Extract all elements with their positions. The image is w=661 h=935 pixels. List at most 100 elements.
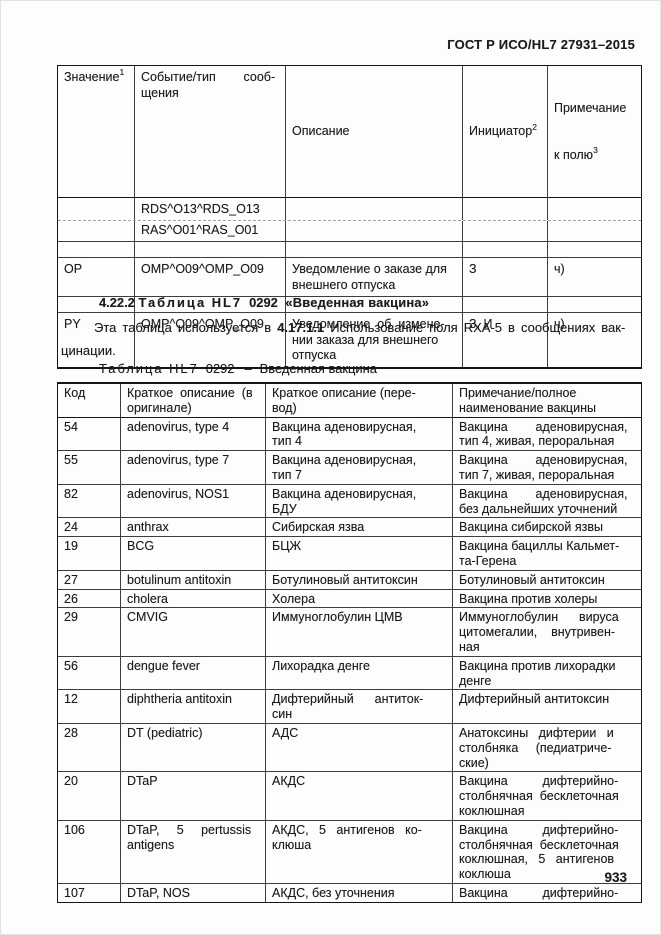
cell-code: 19: [58, 537, 121, 570]
cell-event: [135, 297, 286, 312]
cell-code: 54: [58, 417, 121, 451]
cell-short-original: anthrax: [121, 518, 266, 537]
cell-initiator: З, И: [463, 313, 548, 367]
cell-description: [286, 220, 463, 241]
cell-note: [548, 242, 640, 257]
table-row: 82 adenovirus, NOS1 Вакцина аденовирусна…: [58, 484, 641, 519]
cell-code: 24: [58, 518, 121, 537]
cell-short-translated: Сибирская язва: [266, 518, 453, 537]
header-cell-short-translated: Краткое описание (пере- вод): [266, 384, 453, 417]
cell-code: 27: [58, 570, 121, 589]
cell-initiator: [463, 220, 548, 241]
cell-short-original: cholera: [121, 589, 266, 608]
cell-event: [135, 242, 286, 257]
table-row: [58, 242, 641, 258]
cell-short-translated: Иммуноглобулин ЦМВ: [266, 608, 453, 656]
cell-full-name: Вакцина дифтерийно- столбнячная бесклето…: [459, 822, 619, 882]
cell-short-translated: БЦЖ: [266, 537, 453, 570]
table-row: 26 cholera Холера Вакцина против холеры: [58, 589, 641, 609]
events-table: Значение1 Событие/тип сооб- щения Описан…: [57, 65, 642, 369]
cell-full-name: Иммуноглобулин вируса цитомегалии, внутр…: [459, 610, 619, 654]
cell-code: 20: [58, 772, 121, 820]
cell-event: OMP^O09^OMP_O09: [135, 258, 286, 296]
cell-value: [58, 220, 135, 241]
cell-short-translated: АКДС, 5 антигенов ко- клюша: [266, 820, 453, 883]
cell-short-translated: Ботулиновый антитоксин: [266, 570, 453, 589]
cell-description: Уведомление о заказе для внешнего отпуск…: [286, 258, 463, 296]
caption-code: 0292: [205, 361, 235, 376]
cell-value: [58, 242, 135, 257]
caption-title: Введенная вакцина: [259, 361, 377, 376]
table-row: 55 adenovirus, type 7 Вакцина аденовирус…: [58, 451, 641, 485]
body-paragraph: Эта таблица используется в 4.17.1.1 Испо…: [61, 320, 626, 358]
cell-short-original: adenovirus, NOS1: [121, 484, 266, 518]
cell-full-name: Ботулиновый антитоксин: [459, 572, 605, 587]
header-cell-full-name: Примечание/полное наименование вакцины: [459, 386, 596, 415]
page-number: 933: [604, 870, 627, 885]
cell-full-name: Анатоксины дифтерии и столбняка (педиатр…: [459, 725, 614, 770]
footnote-mark: 3: [593, 144, 598, 155]
cell-full-name: Вакцина аденовирусная, тип 4, живая, пер…: [459, 419, 628, 449]
table-row: 12 diphtheria antitoxin Дифтерийный анти…: [58, 690, 641, 724]
footnote-mark: 1: [119, 67, 125, 78]
cell-note: [548, 198, 640, 220]
cell-event: RAS^O01^RAS_O01: [135, 220, 286, 241]
table-row: 28 DT (pediatric) АДС Анатоксины дифтери…: [58, 723, 641, 773]
cell-code: 28: [58, 723, 121, 772]
table-row: 107 DTaP, NOS АКДС, без уточнения Вакцин…: [58, 883, 641, 902]
cell-short-original: botulinum antitoxin: [121, 570, 266, 589]
table-row: 106 DTaP, 5 pertussis antigens АКДС, 5 а…: [58, 820, 641, 884]
table-row: OP OMP^O09^OMP_O09 Уведомление о заказе …: [58, 258, 641, 297]
table-row: 56 dengue fever Лихорадка денге Вакцина …: [58, 656, 641, 691]
header-cell-initiator: Инициатор2: [463, 66, 548, 197]
cell-full-name: Вакцина против холеры: [459, 591, 598, 606]
cell-value: [58, 198, 135, 220]
cell-description: Уведомление об измене- нии заказа для вн…: [286, 313, 463, 367]
caption-dash: –: [244, 361, 252, 376]
table-row: 19 BCG БЦЖ Вакцина бациллы Кальмет- та-Г…: [58, 537, 641, 571]
cell-short-original: adenovirus, type 7: [121, 451, 266, 484]
cell-initiator: [463, 297, 548, 312]
table-row: PY OMP^O09^OMP_O09 Уведомление об измене…: [58, 313, 641, 367]
cell-initiator: [463, 242, 548, 257]
header-cell-code: Код: [58, 384, 121, 417]
cell-short-original: DTaP, NOS: [121, 883, 266, 902]
cell-short-translated: Дифтерийный антиток- син: [266, 690, 453, 723]
table-caption: Таблица HL7 0292– Введенная вакцина: [99, 361, 377, 376]
running-head: ГОСТ Р ИСО/HL7 27931–2015: [447, 37, 635, 52]
cell-value: OP: [58, 258, 135, 296]
cell-description: [286, 198, 463, 220]
cell-short-original: DTaP, 5 pertussis antigens: [121, 820, 266, 883]
cell-short-translated: АДС: [266, 723, 453, 772]
cell-code: 82: [58, 484, 121, 518]
caption-label: Таблица HL7: [99, 361, 199, 376]
header-cell-description: Описание: [286, 66, 463, 197]
cell-note: ч): [554, 317, 565, 331]
vaccine-table: Код Краткое описание (в оригинале) Кратк…: [57, 382, 642, 903]
cell-full-name: Вакцина дифтерийно- столбнячная бесклето…: [459, 774, 619, 818]
cell-event: RDS^O13^RDS_O13: [135, 198, 286, 220]
footnote-mark: 2: [532, 121, 537, 132]
cell-full-name: Вакцина сибирской язвы: [459, 520, 603, 535]
cell-short-original: adenovirus, type 4: [121, 417, 266, 451]
cell-initiator: З: [463, 258, 548, 296]
section-heading-label: Таблица HL7: [138, 295, 243, 310]
cell-short-translated: Лихорадка денге: [266, 656, 453, 690]
cell-note: [548, 221, 640, 242]
cell-event: OMP^O09^OMP_O09: [135, 313, 286, 367]
cell-full-name: Вакцина бациллы Кальмет- та-Герена: [459, 539, 620, 568]
cell-short-original: dengue fever: [121, 656, 266, 690]
cell-code: 56: [58, 656, 121, 690]
events-table-header: Значение1 Событие/тип сооб- щения Описан…: [58, 66, 641, 198]
cell-full-name: Вакцина против лихорадки денге: [459, 658, 616, 688]
section-heading-title: «Введенная вакцина»: [285, 295, 430, 310]
cell-short-translated: Вакцина аденовирусная, тип 7: [266, 451, 453, 484]
cell-short-original: diphtheria antitoxin: [121, 690, 266, 723]
table-row: [58, 297, 641, 313]
clause-reference: 4.17.1.1: [277, 320, 325, 335]
cell-short-original: DTaP: [121, 772, 266, 820]
cell-code: 29: [58, 608, 121, 656]
header-cell-note: Примечание к полю3: [554, 101, 627, 162]
table-row: 29 CMVIG Иммуноглобулин ЦМВ Иммуноглобул…: [58, 608, 641, 657]
